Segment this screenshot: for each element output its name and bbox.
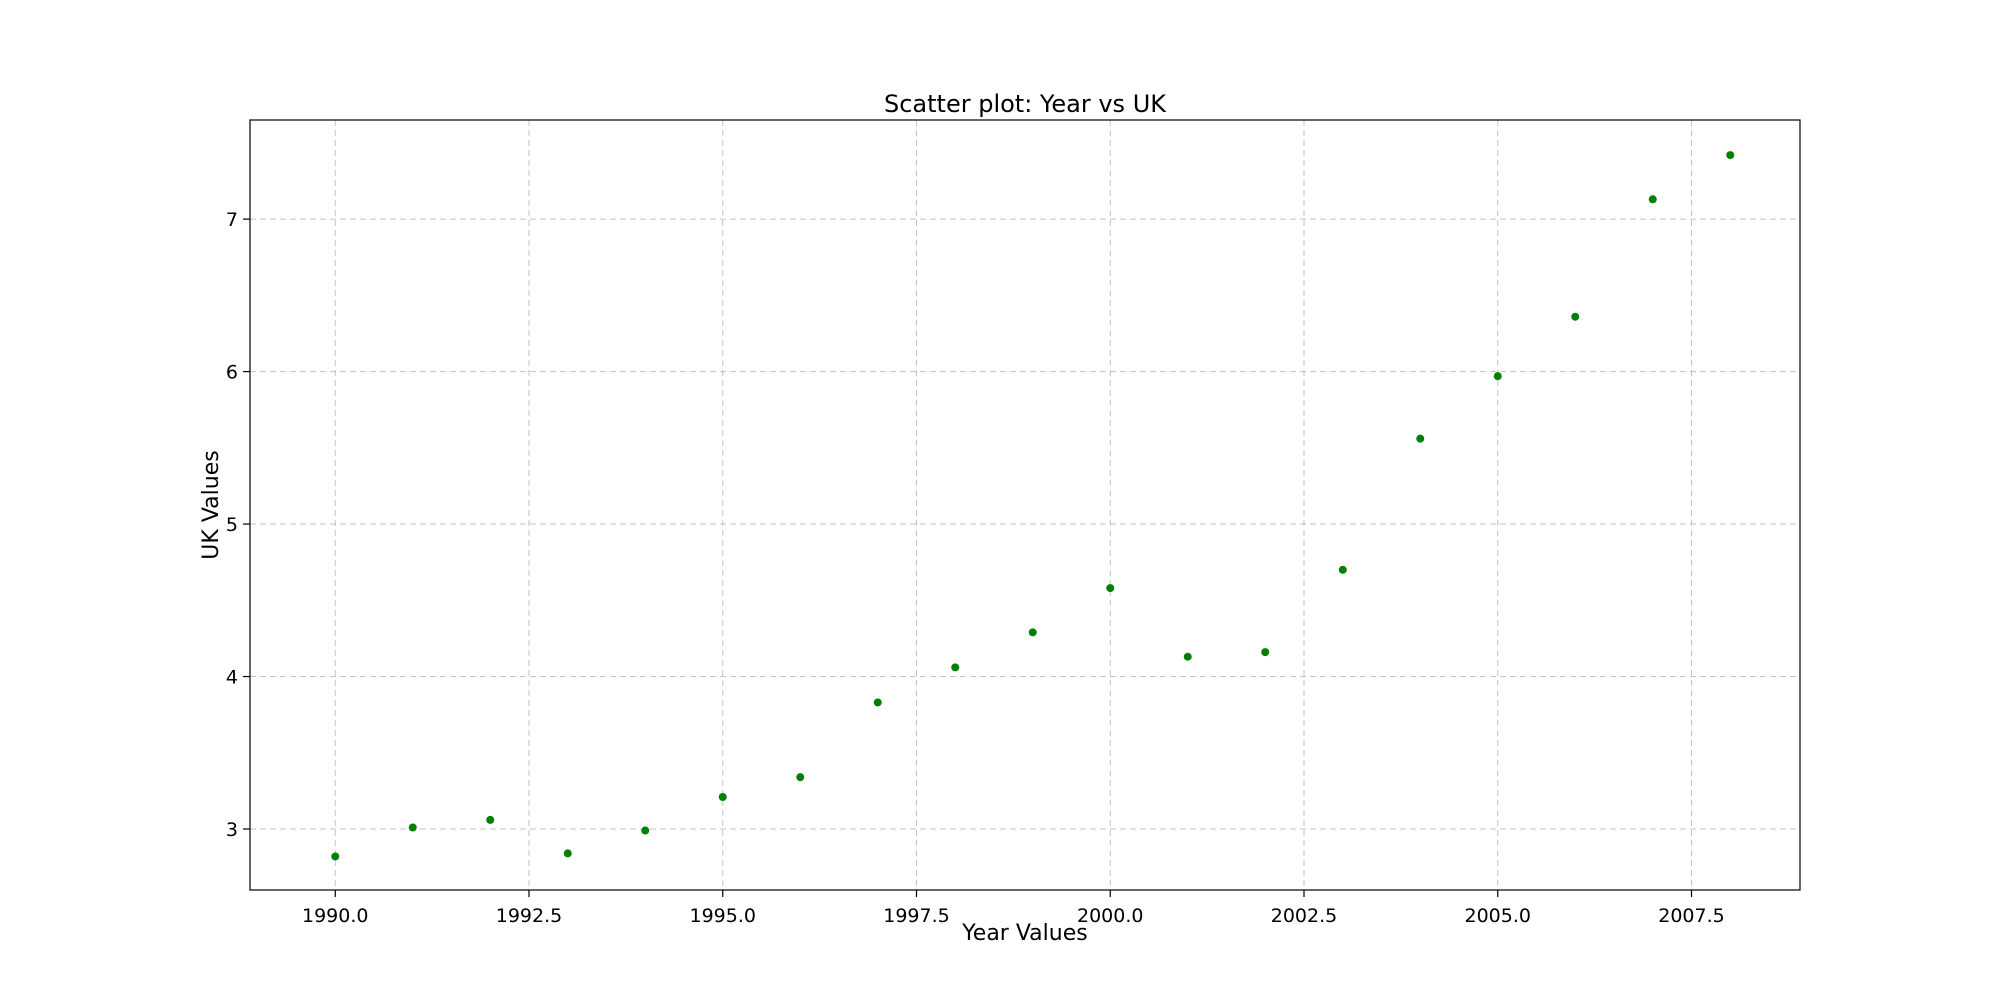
grid-layer <box>250 120 1800 890</box>
x-tick-label: 2005.0 <box>1465 905 1531 927</box>
x-tick-label: 2007.5 <box>1658 905 1724 927</box>
x-tick-label: 2000.0 <box>1077 905 1143 927</box>
y-tick-label: 4 <box>226 667 238 689</box>
x-tick-label: 1995.0 <box>690 905 756 927</box>
x-axis-ticks: 1990.0 1992.5 1995.0 1997.5 2000.0 2002.5 2005… <box>302 890 1725 927</box>
data-point <box>1183 652 1192 661</box>
y-axis-ticks: 3 4 5 6 7 <box>226 209 250 841</box>
data-point <box>1028 628 1037 637</box>
data-point <box>1493 372 1502 381</box>
data-point <box>641 826 650 835</box>
data-point <box>563 849 572 858</box>
data-point <box>951 663 960 672</box>
data-point <box>1416 434 1425 443</box>
data-point <box>873 698 882 707</box>
data-point <box>486 815 495 824</box>
data-point <box>1648 195 1657 204</box>
x-axis-label: Year Values <box>961 921 1087 946</box>
data-point <box>796 773 805 782</box>
data-point <box>718 792 727 801</box>
data-point <box>408 823 417 832</box>
data-point <box>1571 312 1580 321</box>
plot-frame <box>249 119 1801 891</box>
data-point <box>1726 151 1735 160</box>
points-layer <box>331 151 1735 861</box>
data-point <box>1106 584 1115 593</box>
x-tick-label: 1997.5 <box>883 905 949 927</box>
y-tick-label: 7 <box>226 209 238 231</box>
data-point <box>1261 648 1270 657</box>
data-point <box>331 852 340 861</box>
chart-title: Scatter plot: Year vs UK <box>884 90 1167 118</box>
y-axis-label: UK Values <box>199 450 224 559</box>
y-tick-label: 6 <box>226 362 238 384</box>
data-point <box>1338 565 1347 574</box>
x-tick-label: 1992.5 <box>496 905 562 927</box>
x-tick-label: 2002.5 <box>1271 905 1337 927</box>
y-tick-label: 3 <box>226 819 238 841</box>
y-tick-label: 5 <box>226 514 238 536</box>
x-tick-label: 1990.0 <box>302 905 368 927</box>
